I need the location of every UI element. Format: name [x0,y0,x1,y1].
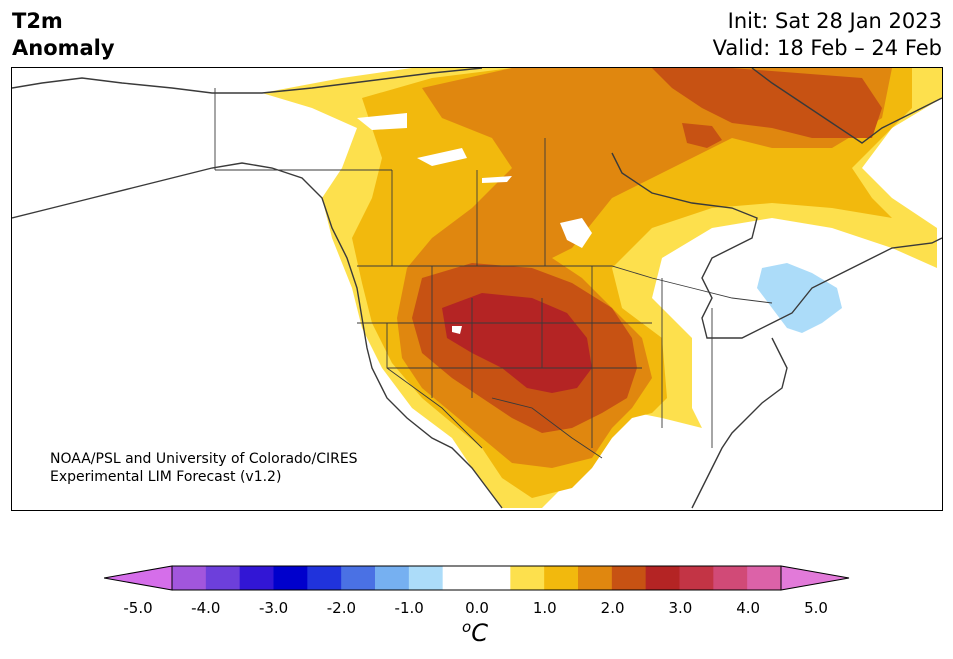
colorbar-tick-label: 3.0 [668,599,693,617]
colorbar-segment [645,566,680,590]
credit-line-2: Experimental LIM Forecast (v1.2) [50,469,281,485]
anomaly-region-2-2.5 [652,68,882,138]
colorbar-segment [679,566,714,590]
lake [417,148,467,166]
map-panel: NOAA/PSL and University of Colorado/CIRE… [11,67,943,511]
colorbar [104,565,850,591]
lake [482,176,512,183]
political-borders [214,88,773,459]
map-title: T2m Anomaly [12,8,115,62]
colorbar-segment [341,566,376,590]
colorbar-segment [442,566,477,590]
colorbar-tick-label: 1.0 [532,599,557,617]
colorbar-tick-label: 5.0 [804,599,828,617]
colorbar-segment [408,566,444,590]
product-label: Anomaly [12,36,115,60]
anomaly-region-3-small [682,123,722,148]
valid-range: Valid: 18 Feb – 24 Feb [712,36,942,60]
colorbar-tick-label: -2.0 [326,599,357,617]
colorbar-tick-label: 4.0 [736,599,761,617]
colorbar-segment [476,566,511,590]
colorbar-tick-label: 0.0 [465,599,489,617]
lake [357,113,407,130]
colorbar-segment [239,566,274,590]
anomaly-region-neg-0.5 [757,263,842,333]
colorbar-segment [172,566,207,590]
colorbar-extend-high [780,565,850,591]
init-date: Init: Sat 28 Jan 2023 [727,9,942,33]
anomaly-map: NOAA/PSL and University of Colorado/CIRE… [12,68,942,509]
colorbar-tick-label: -4.0 [191,599,221,617]
colorbar-segment [611,566,647,590]
variable-label: T2m [12,9,63,33]
colorbar-tick-label: -3.0 [258,599,289,617]
colorbar-tick-label: -5.0 [123,599,153,617]
colorbar-segment [578,566,613,590]
colorbar-segment [713,566,748,590]
colorbar-segment [205,566,241,590]
lake [560,218,592,248]
colorbar-extend-low [104,565,173,591]
forecast-dates: Init: Sat 28 Jan 2023 Valid: 18 Feb – 24… [713,8,942,62]
colorbar-segment [544,566,579,590]
colorbar-tick-label: -1.0 [394,599,424,617]
unit-label: oC [462,618,488,647]
lake [452,326,462,334]
colorbar-segment [273,566,308,590]
colorbar-segment [510,566,545,590]
colorbar-segment [747,566,782,590]
colorbar-tick-label: 2.0 [600,599,625,617]
colorbar-segment [307,566,342,590]
credit-line-1: NOAA/PSL and University of Colorado/CIRE… [50,451,358,467]
colorbar-segment [375,566,410,590]
coastlines [12,68,942,509]
